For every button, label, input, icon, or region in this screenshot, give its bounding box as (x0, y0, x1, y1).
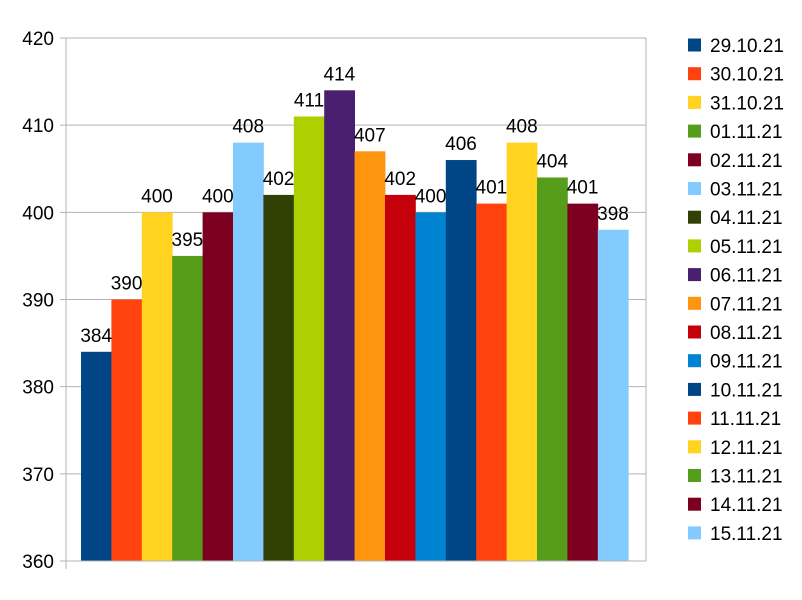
legend-label: 11.11.21 (710, 409, 781, 430)
legend-label: 30.10.21 (710, 65, 784, 86)
legend-swatch (688, 382, 701, 396)
legend-label: 29.10.21 (710, 36, 784, 57)
legend-swatch (688, 354, 701, 368)
data-label: 401 (476, 178, 508, 199)
bar-10.11.21 (445, 160, 477, 562)
data-label: 402 (263, 169, 295, 190)
bar-31.10.21 (141, 212, 173, 562)
data-label: 384 (80, 326, 112, 347)
legend-label: 05.11.21 (710, 237, 783, 258)
bar-07.11.21 (354, 151, 386, 562)
legend: 29.10.21 30.10.21 31.10.21 01.11.21 02.11.21… (688, 36, 784, 545)
data-label: 408 (506, 117, 538, 138)
legend-label: 01.11.21 (710, 122, 783, 143)
bar-11.11.21 (476, 203, 507, 561)
data-label: 411 (294, 90, 324, 111)
legend-label: 14.11.21 (710, 495, 783, 516)
data-label: 400 (202, 186, 234, 207)
legend-label: 31.10.21 (710, 93, 784, 114)
legend-swatch (688, 67, 701, 81)
legend-swatch (688, 469, 701, 482)
data-label: 400 (141, 186, 173, 207)
legend-swatch (688, 239, 701, 253)
legend-label: 12.11.21 (710, 438, 783, 459)
legend-label: 15.11.21 (710, 524, 783, 545)
legend-swatch (688, 124, 701, 138)
bar-04.11.21 (263, 194, 295, 561)
bars (81, 90, 629, 562)
bar-12.11.21 (506, 142, 538, 561)
legend-swatch (688, 210, 701, 224)
legend-swatch (688, 411, 701, 425)
legend-swatch (688, 440, 701, 454)
legend-label: 09.11.21 (710, 352, 783, 373)
y-tick-label: 360 (22, 552, 54, 573)
data-label: 406 (445, 134, 477, 155)
data-label: 390 (111, 274, 143, 295)
y-tick-label: 380 (22, 378, 54, 399)
legend-swatch (688, 153, 701, 167)
legend-label: 04.11.21 (710, 208, 783, 229)
y-tick-label: 370 (22, 465, 54, 486)
legend-label: 07.11.21 (710, 294, 783, 315)
legend-swatch (688, 296, 701, 310)
bar-08.11.21 (385, 194, 416, 561)
data-label: 402 (384, 169, 416, 190)
legend-label: 02.11.21 (710, 151, 783, 172)
y-tick-label: 390 (22, 291, 54, 312)
data-label: 395 (172, 230, 204, 251)
y-tick-label: 420 (22, 29, 54, 50)
bar-13.11.21 (537, 177, 568, 561)
legend-swatch (688, 268, 701, 282)
legend-swatch (688, 38, 701, 52)
data-label: 414 (324, 64, 356, 85)
axes: 360 370 380 390 400 410 420 (22, 29, 647, 573)
bar-03.11.21 (233, 142, 264, 561)
bar-09.11.21 (415, 212, 447, 562)
bar-02.11.21 (202, 212, 234, 562)
data-label: 407 (354, 125, 386, 146)
y-tick-label: 400 (22, 203, 54, 224)
legend-swatch (688, 526, 701, 540)
data-label: 408 (232, 117, 264, 138)
y-tick-label: 410 (22, 116, 54, 137)
data-label: 400 (415, 186, 447, 207)
data-label: 401 (567, 178, 599, 199)
data-label: 398 (597, 204, 629, 225)
legend-label: 10.11.21 (710, 380, 783, 401)
bar-05.11.21 (293, 116, 325, 561)
legend-label: 03.11.21 (710, 180, 783, 201)
legend-swatch (688, 497, 701, 511)
legend-label: 13.11.21 (710, 467, 783, 488)
legend-label: 06.11.21 (710, 266, 783, 287)
bar-14.11.21 (567, 203, 599, 561)
bar-01.11.21 (172, 255, 203, 561)
legend-label: 08.11.21 (710, 323, 783, 344)
data-label: 404 (536, 151, 568, 172)
data-labels: 3843904003954004084024114144074024004064… (80, 64, 629, 347)
legend-swatch (688, 325, 701, 339)
bar-06.11.21 (324, 90, 355, 562)
legend-swatch (688, 95, 701, 109)
legend-swatch (688, 182, 701, 195)
bar-29.10.21 (81, 351, 112, 561)
bar-15.11.21 (597, 229, 629, 561)
bar-30.10.21 (111, 299, 143, 561)
